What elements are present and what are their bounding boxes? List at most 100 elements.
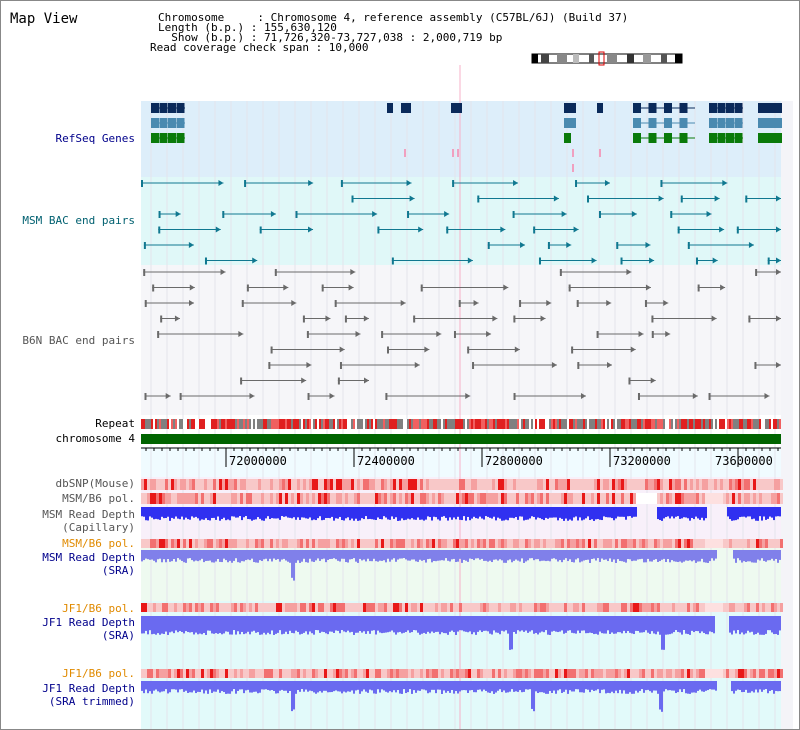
depth-bar	[345, 550, 347, 563]
jf1-pol-label[interactable]: JF1/B6 pol.	[62, 602, 135, 615]
depth-bar	[167, 616, 169, 635]
depth-bar	[227, 681, 229, 694]
heat-cell	[312, 669, 315, 678]
msm-bac-end	[776, 195, 781, 202]
heat-cell	[198, 603, 201, 612]
msm-depth-sra-label[interactable]: MSM Read Depth	[42, 551, 135, 564]
depth-bar	[569, 616, 571, 631]
depth-bar	[547, 550, 549, 561]
heat-cell	[348, 669, 351, 678]
repeat-segment	[717, 419, 719, 429]
depth-bar	[385, 507, 387, 518]
heat-cell	[594, 493, 597, 504]
depth-bar	[739, 616, 741, 635]
refseq-genes-track[interactable]	[151, 103, 782, 172]
heat-cell	[711, 479, 714, 490]
heat-cell	[537, 539, 540, 548]
jf1-pol-trimmed-label[interactable]: JF1/B6 pol.	[62, 667, 135, 680]
heat-cell	[726, 539, 729, 548]
heat-cell	[345, 493, 348, 504]
b6n-bac-end-pairs-track[interactable]	[143, 269, 781, 400]
heat-cell	[189, 479, 192, 490]
repeat-segment	[231, 419, 233, 429]
msm-pol-label[interactable]: MSM/B6 pol.	[62, 492, 135, 505]
depth-bar	[703, 550, 705, 563]
heat-cell	[177, 669, 180, 678]
heat-cell	[531, 539, 534, 548]
repeat-segment	[211, 419, 213, 429]
depth-bar	[569, 507, 571, 520]
refseq-genes-label[interactable]: RefSeq Genes	[55, 132, 135, 145]
msm-depth-capillary-sublabel: (Capillary)	[62, 521, 135, 534]
repeat-segment	[637, 419, 639, 429]
msm-depth-capillary-label[interactable]: MSM Read Depth	[42, 508, 135, 521]
heat-cell	[294, 669, 297, 678]
heat-cell	[759, 669, 762, 678]
heat-cell	[309, 539, 312, 548]
jf1-depth-sra-label[interactable]: JF1 Read Depth	[42, 616, 135, 629]
heat-cell	[240, 493, 243, 504]
heat-cell	[705, 539, 708, 548]
dbsnp-label[interactable]: dbSNP(Mouse)	[55, 477, 135, 490]
b6n-bac-label[interactable]: B6N BAC end pairs	[22, 334, 135, 347]
chromosome-ideogram[interactable]	[531, 51, 683, 66]
depth-bar	[495, 550, 497, 560]
heat-cell	[639, 669, 642, 678]
depth-bar	[309, 616, 311, 632]
depth-bar	[465, 681, 467, 691]
depth-bar	[195, 507, 197, 517]
chromosome-label: chromosome 4	[55, 432, 135, 445]
heat-cell	[372, 669, 375, 678]
msm-bac-end	[745, 195, 748, 203]
heat-cell	[585, 539, 588, 548]
depth-bar	[755, 550, 757, 563]
depth-bar	[735, 616, 737, 634]
repeat-segment	[309, 419, 311, 429]
heat-cell	[390, 493, 393, 504]
depth-bar	[191, 681, 193, 693]
msm-bac-label[interactable]: MSM BAC end pairs	[22, 214, 135, 227]
depth-bar	[201, 507, 203, 520]
depth-bar	[587, 681, 589, 690]
depth-bar	[167, 507, 169, 517]
depth-bar	[303, 507, 305, 518]
depth-bar	[777, 616, 779, 635]
heat-cell	[657, 479, 660, 490]
heat-cell	[636, 669, 639, 678]
depth-bar	[297, 681, 299, 691]
repeat-segment	[583, 419, 585, 429]
depth-bar	[557, 681, 559, 691]
b6n-bac-end	[453, 331, 456, 338]
depth-bar	[691, 507, 693, 518]
msm-bac-end-pairs-track[interactable]	[141, 180, 781, 265]
depth-bar	[713, 616, 715, 634]
heat-cell	[411, 603, 414, 612]
b6n-bac-end	[339, 346, 345, 353]
heat-cell	[294, 493, 297, 504]
b6n-bac-end	[189, 300, 195, 306]
heat-cell	[405, 493, 408, 504]
heat-cell	[666, 539, 669, 548]
msm-pol-sra-label[interactable]: MSM/B6 pol.	[62, 537, 135, 550]
repeat-segment	[501, 419, 503, 429]
heat-cell	[381, 603, 384, 612]
depth-bar	[521, 681, 523, 693]
heat-cell	[735, 669, 738, 678]
jf1-depth-trimmed-label[interactable]: JF1 Read Depth	[42, 682, 135, 695]
depth-bar	[539, 681, 541, 693]
heat-cell	[384, 603, 387, 612]
depth-bar	[227, 616, 229, 632]
depth-bar	[473, 681, 475, 693]
repeat-segment	[273, 419, 275, 429]
heat-cell	[567, 603, 570, 612]
depth-bar	[425, 550, 427, 563]
heat-cell	[243, 479, 246, 490]
depth-bar	[623, 507, 625, 517]
depth-bar	[415, 681, 417, 693]
repeat-segment	[275, 419, 277, 429]
depth-bar	[253, 550, 255, 563]
heat-cell	[432, 493, 435, 504]
repeat-segment	[299, 419, 301, 429]
heat-cell	[333, 493, 336, 504]
